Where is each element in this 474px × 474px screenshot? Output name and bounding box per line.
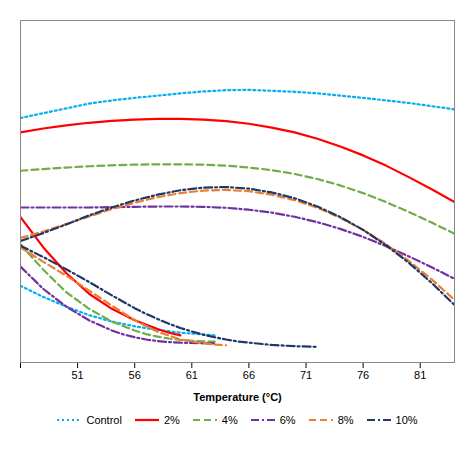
svg-text:61: 61 xyxy=(186,369,198,381)
html-text:8%: 8% xyxy=(337,414,354,426)
svg-text:71: 71 xyxy=(300,369,312,381)
svg-text:76: 76 xyxy=(357,369,369,381)
html-text:Control: Control xyxy=(86,414,122,426)
svg-text:51: 51 xyxy=(71,369,83,381)
svg-text:81: 81 xyxy=(414,369,426,381)
html-text:2%: 2% xyxy=(163,414,180,426)
svg-text:66: 66 xyxy=(243,369,255,381)
svg-text:Temperature (°C): Temperature (°C) xyxy=(193,391,282,403)
svg-text:56: 56 xyxy=(129,369,141,381)
html-text:10%: 10% xyxy=(395,414,418,426)
html-text:6%: 6% xyxy=(279,414,296,426)
html-text:4%: 4% xyxy=(221,414,238,426)
